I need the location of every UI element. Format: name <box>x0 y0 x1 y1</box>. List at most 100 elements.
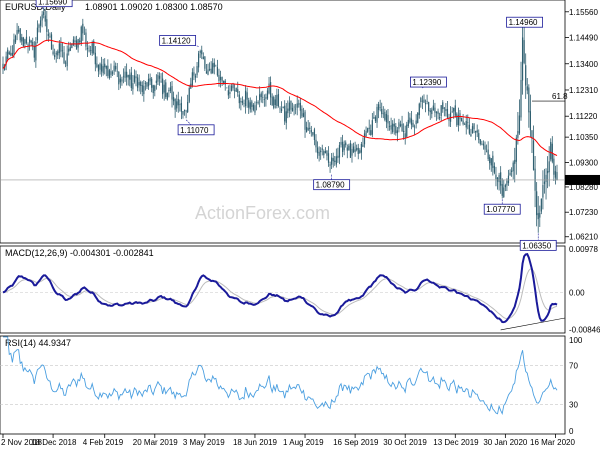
candle-body <box>507 175 510 184</box>
candle-body <box>191 72 193 86</box>
candle-body <box>238 94 240 104</box>
annotation-label: 1.14120 <box>162 36 191 45</box>
x-tick-label: 16 Mar 2020 <box>530 438 575 447</box>
candle-body <box>316 147 319 154</box>
x-tick-label: 18 Dec 2018 <box>31 438 77 447</box>
candle-body <box>453 107 455 112</box>
annotation-box <box>410 76 447 88</box>
candle-body <box>180 102 183 112</box>
candle-body <box>99 63 101 70</box>
candle-body <box>19 28 21 41</box>
candle-body <box>481 143 483 145</box>
last-price-label: 1.08570 <box>569 176 598 185</box>
candle-body <box>215 65 217 67</box>
candle-body <box>449 112 452 122</box>
candle-body <box>176 101 178 109</box>
candle-body <box>338 145 341 158</box>
rsi-line <box>3 336 558 415</box>
candle-body <box>119 78 121 83</box>
macd-series <box>2 253 566 331</box>
symbol-label: EURUSD,Daily <box>5 2 66 12</box>
candle-body <box>424 102 427 105</box>
candle-body <box>501 184 503 196</box>
candle-body <box>165 82 167 97</box>
candle-body <box>188 88 190 102</box>
candle-body <box>265 97 267 99</box>
candle-body <box>293 106 295 108</box>
price-tick-label: 1.11220 <box>569 112 598 121</box>
price-tick-label: 1.15560 <box>569 8 598 17</box>
rsi-tick-label: 0 <box>569 427 574 436</box>
annotations: 61.8 1.08570 1.15690 1.14120 1.11070 1.08790 1… <box>0 0 600 251</box>
candle-body <box>25 36 28 44</box>
annotation-box <box>506 16 543 28</box>
candle-body <box>177 98 179 106</box>
candle-body <box>13 39 15 55</box>
candle-body <box>346 147 348 151</box>
candle-body <box>404 133 406 138</box>
x-tick-label: 3 May 2019 <box>183 438 225 447</box>
candle-body <box>331 157 333 165</box>
candle-body <box>503 187 505 197</box>
candle-body <box>537 213 539 220</box>
annotation-box <box>313 179 351 191</box>
candle-body <box>511 170 513 172</box>
candle-body <box>365 130 367 137</box>
x-tick-label: 20 Mar 2019 <box>133 438 178 447</box>
candle-body <box>127 74 129 78</box>
candle-body <box>44 15 46 22</box>
candle-body <box>509 172 511 176</box>
candle-body <box>32 41 34 47</box>
price-tick-label: 1.12310 <box>569 86 598 95</box>
candle-body <box>33 46 35 58</box>
price-tick-label: 1.07230 <box>569 208 598 217</box>
candle-body <box>448 118 450 121</box>
candle-body <box>277 94 280 107</box>
candle-body <box>29 39 31 43</box>
candle-body <box>105 65 107 69</box>
candle-body <box>484 145 486 150</box>
candle-body <box>492 155 494 169</box>
candle-body <box>381 108 383 115</box>
candle-body <box>489 157 491 164</box>
candle-body <box>334 160 336 162</box>
candle-body <box>382 113 384 115</box>
candle-body <box>201 50 203 55</box>
annotation-label: 1.06350 <box>522 241 551 250</box>
candle-body <box>377 104 380 111</box>
candle-body <box>196 66 198 76</box>
candle-body <box>482 143 485 146</box>
candle-body <box>111 72 114 74</box>
macd-tick-label: 0.00 <box>569 288 585 297</box>
price-tick-label: 1.08280 <box>569 183 598 192</box>
candle-body <box>298 103 300 105</box>
rsi-tick-label: 100 <box>569 336 583 345</box>
candle-body <box>310 129 312 133</box>
candle-body <box>234 90 236 91</box>
candle-body <box>268 83 270 94</box>
candle-body <box>77 39 79 48</box>
macd-panel <box>0 245 566 334</box>
candle-body <box>392 123 394 133</box>
candle-body <box>506 180 508 186</box>
candle-body <box>387 115 389 124</box>
candle-body <box>343 144 345 151</box>
candle-body <box>100 64 103 72</box>
candle-body <box>374 117 377 121</box>
candle-body <box>152 85 154 94</box>
candle-body <box>174 98 176 110</box>
candle-body <box>504 185 506 188</box>
candle-body <box>545 174 547 182</box>
candle-body <box>540 198 542 212</box>
price-tick-label: 1.06210 <box>569 233 598 242</box>
candle-body <box>11 52 13 56</box>
candle-body <box>115 66 117 70</box>
candle-body <box>515 137 517 162</box>
candle-body <box>146 82 148 87</box>
moving-average <box>2 39 558 157</box>
candle-body <box>163 84 165 93</box>
candle-body <box>244 90 247 107</box>
candle-body <box>259 94 261 101</box>
candle-body <box>147 78 150 87</box>
candle-body <box>207 69 209 75</box>
